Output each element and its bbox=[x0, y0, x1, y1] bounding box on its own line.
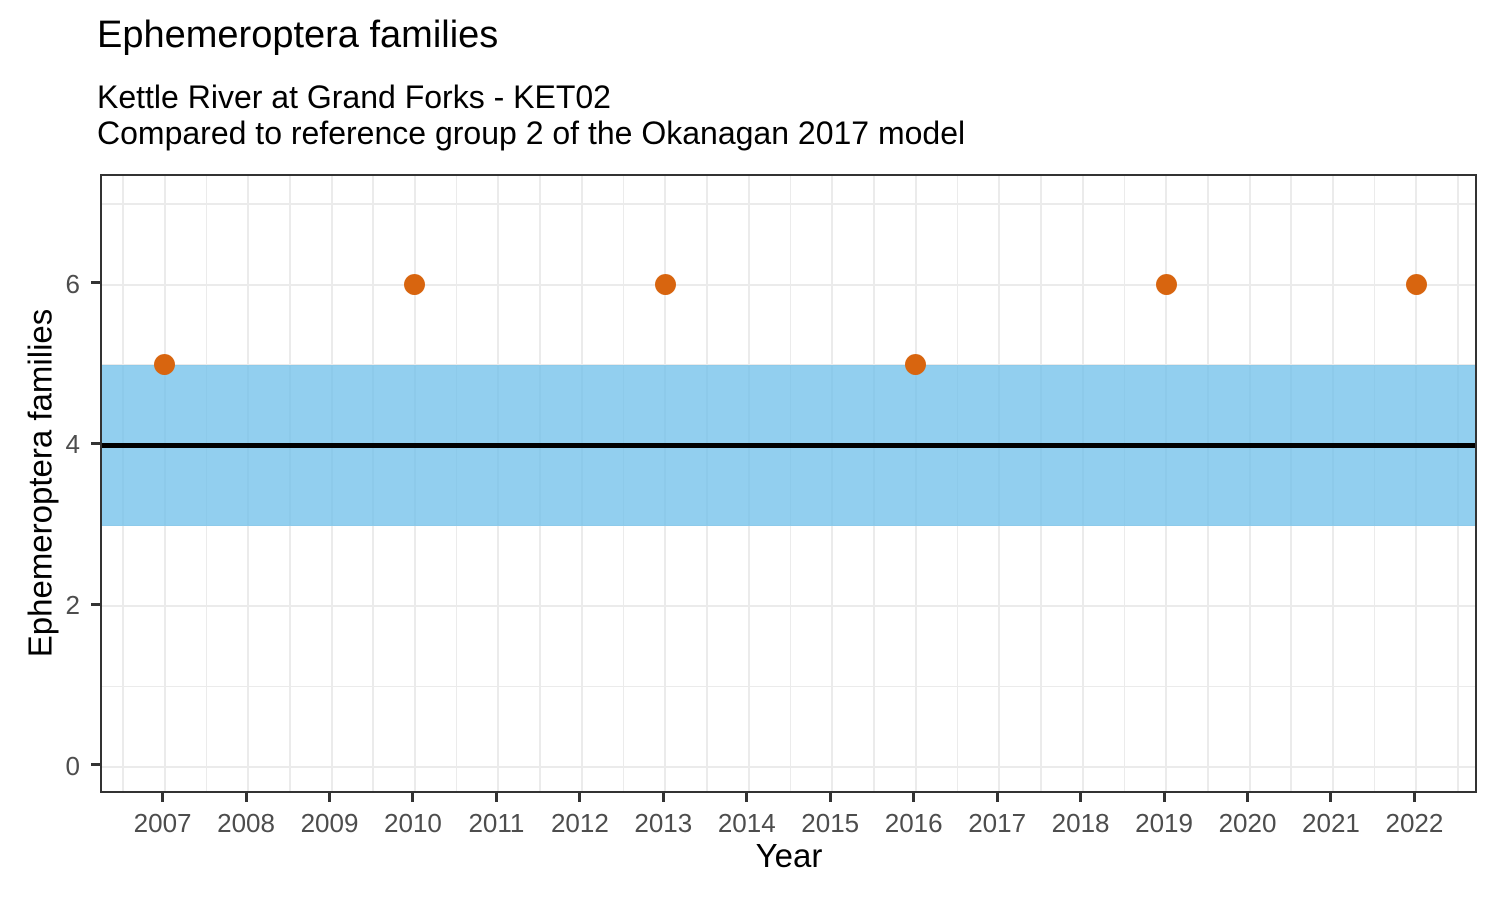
data-point-2013 bbox=[654, 274, 676, 296]
x-tick-mark bbox=[161, 793, 165, 802]
x-tick-mark bbox=[1079, 793, 1083, 802]
plot-subtitle: Kettle River at Grand Forks - KET02 Comp… bbox=[97, 79, 965, 151]
x-tick-mark bbox=[244, 793, 248, 802]
y-tick-mark bbox=[91, 602, 100, 606]
plot-panel bbox=[100, 174, 1477, 793]
major-gridline-y bbox=[102, 283, 1475, 286]
major-gridline-y bbox=[102, 765, 1475, 768]
x-tick-label: 2016 bbox=[884, 808, 943, 838]
data-point-2022 bbox=[1405, 274, 1427, 296]
x-tick-mark bbox=[1246, 793, 1249, 802]
x-tick-label: 2014 bbox=[717, 808, 776, 838]
y-tick-label: 6 bbox=[65, 268, 80, 299]
x-tick-mark bbox=[494, 793, 498, 802]
x-tick-mark bbox=[995, 793, 999, 802]
x-tick-label: 2012 bbox=[550, 808, 609, 838]
x-tick-label: 2017 bbox=[968, 808, 1027, 838]
data-point-2010 bbox=[404, 274, 426, 296]
plot-subtitle-line-1: Kettle River at Grand Forks - KET02 bbox=[97, 79, 611, 115]
x-tick-label: 2013 bbox=[634, 808, 693, 838]
y-tick-mark bbox=[91, 441, 100, 445]
minor-gridline-y bbox=[102, 203, 1475, 205]
x-tick-mark bbox=[1329, 793, 1333, 802]
x-tick-label: 2008 bbox=[217, 808, 275, 838]
x-tick-label: 2019 bbox=[1135, 808, 1193, 838]
major-gridline-y bbox=[102, 605, 1475, 608]
x-tick-mark bbox=[328, 793, 331, 802]
y-axis-title: Ephemeroptera families bbox=[21, 308, 59, 658]
reference-line bbox=[102, 442, 1475, 448]
y-tick-label: 0 bbox=[65, 750, 80, 781]
x-tick-label: 2007 bbox=[133, 808, 192, 838]
x-tick-mark bbox=[1412, 793, 1416, 802]
x-axis-title: Year bbox=[755, 837, 823, 874]
data-point-2016 bbox=[905, 354, 927, 376]
x-tick-label: 2015 bbox=[801, 808, 860, 838]
x-tick-mark bbox=[745, 793, 749, 802]
x-tick-mark bbox=[661, 793, 665, 802]
minor-gridline-y bbox=[102, 524, 1475, 527]
data-point-2019 bbox=[1155, 274, 1177, 296]
y-tick-mark bbox=[91, 763, 100, 767]
x-tick-label: 2020 bbox=[1218, 808, 1277, 838]
y-tick-label: 2 bbox=[65, 590, 80, 621]
plot-title: Ephemeroptera families bbox=[97, 14, 499, 56]
x-tick-mark bbox=[578, 793, 582, 802]
x-tick-mark bbox=[828, 793, 832, 802]
x-tick-label: 2011 bbox=[468, 808, 525, 838]
x-tick-mark bbox=[1162, 793, 1166, 802]
x-tick-label: 2018 bbox=[1051, 808, 1110, 838]
y-tick-mark bbox=[91, 281, 100, 285]
data-point-2007 bbox=[154, 354, 176, 376]
y-tick-label: 4 bbox=[65, 429, 80, 460]
x-tick-label: 2021 bbox=[1302, 808, 1360, 838]
x-tick-mark bbox=[411, 793, 415, 802]
minor-gridline-y bbox=[102, 685, 1475, 688]
x-tick-label: 2010 bbox=[384, 808, 442, 838]
plot-subtitle-line-2: Compared to reference group 2 of the Oka… bbox=[97, 115, 966, 151]
x-tick-label: 2009 bbox=[300, 808, 359, 838]
x-tick-mark bbox=[912, 793, 916, 802]
x-tick-label: 2022 bbox=[1385, 808, 1444, 838]
